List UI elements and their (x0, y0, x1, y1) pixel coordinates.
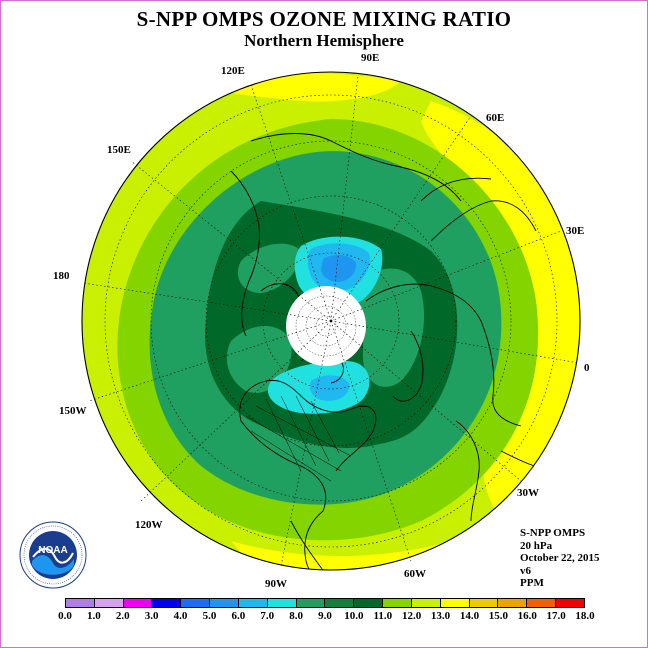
color-scale-label: 15.0 (488, 610, 508, 622)
lon-label-0: 0 (584, 362, 590, 374)
color-scale-segment (210, 599, 239, 607)
color-scale-segment (66, 599, 95, 607)
lon-label-30e: 30E (566, 225, 584, 237)
color-scale-segment (469, 599, 499, 607)
color-scale-label: 9.0 (318, 610, 332, 622)
color-scale-label: 11.0 (373, 610, 393, 622)
color-scale-segment (383, 599, 412, 607)
color-scale-bar (65, 598, 585, 608)
color-scale-label: 6.0 (231, 610, 246, 622)
color-scale-segment (440, 599, 470, 607)
color-scale-label: 3.0 (144, 610, 159, 622)
color-scale-label: 8.0 (289, 610, 303, 622)
lon-label-180: 180 (53, 270, 70, 282)
color-scale-segment (267, 599, 297, 607)
color-scale-label: 12.0 (402, 610, 422, 622)
lon-label-120w: 120W (135, 519, 163, 531)
info-version: v6 (520, 564, 531, 577)
color-scale-label: 0.0 (58, 610, 72, 622)
color-scale-segment (498, 599, 528, 607)
color-scale-segment (527, 599, 557, 607)
color-scale-segment (411, 599, 441, 607)
info-pressure: 20 hPa (520, 539, 553, 552)
blue-lobe (321, 254, 357, 282)
color-scale-label: 18.0 (575, 610, 595, 622)
color-scale-labels: 0.0 1.0 2.0 3.0 4.0 5.0 6.0 7.0 8.0 9.0 10.0 11.0 12… (1, 610, 647, 624)
lon-label-120e: 120E (221, 65, 245, 77)
color-scale-segment (325, 599, 355, 607)
color-scale-label: 4.0 (173, 610, 188, 622)
color-scale-label: 7.0 (260, 610, 275, 622)
color-scale-label: 16.0 (517, 610, 537, 622)
page-subtitle: Northern Hemisphere (244, 31, 404, 50)
color-scale-label: 10.0 (344, 610, 364, 622)
color-scale-label: 5.0 (202, 610, 217, 622)
color-scale-label: 17.0 (546, 610, 566, 622)
pole-cap (286, 286, 366, 366)
green-inner-left (226, 326, 292, 393)
noaa-logo: NOAA (19, 521, 87, 589)
info-block: S-NPP OMPS 20 hPa October 22, 2015 v6 PP… (520, 527, 600, 590)
color-scale-label: 1.0 (87, 610, 101, 622)
lon-label-60e: 60E (486, 112, 504, 124)
green-inner-top (237, 243, 301, 293)
color-scale-segment (354, 599, 384, 607)
color-scale-segment (94, 599, 124, 607)
info-units: PPM (520, 577, 544, 589)
color-scale-segment (152, 599, 182, 607)
lon-label-30w: 30W (517, 487, 539, 499)
lon-label-90e: 90E (361, 52, 379, 64)
color-scale-label: 13.0 (430, 610, 451, 622)
info-date: October 22, 2015 (520, 552, 600, 564)
graticule (82, 74, 580, 567)
color-scale-label: 14.0 (459, 610, 480, 622)
map-boundary (81, 71, 581, 571)
lon-label-60w: 60W (404, 568, 426, 580)
color-scale-segment (296, 599, 326, 607)
lon-label-150w: 150W (59, 405, 87, 417)
info-instrument: S-NPP OMPS (520, 527, 586, 539)
light-blue-lobe-south (310, 375, 350, 401)
lon-label-90w: 90W (265, 578, 287, 590)
page-title: S-NPP OMPS OZONE MIXING RATIO (136, 7, 512, 31)
color-scale-segment (123, 599, 153, 607)
political-boundaries (245, 395, 352, 482)
noaa-logo-text: NOAA (38, 545, 67, 556)
color-scale-segment (556, 599, 584, 607)
color-scale-segment (238, 599, 268, 607)
lon-label-150e: 150E (107, 144, 131, 156)
map-disk (82, 72, 580, 570)
color-scale-segment (181, 599, 211, 607)
color-scale-label: 2.0 (115, 610, 130, 622)
